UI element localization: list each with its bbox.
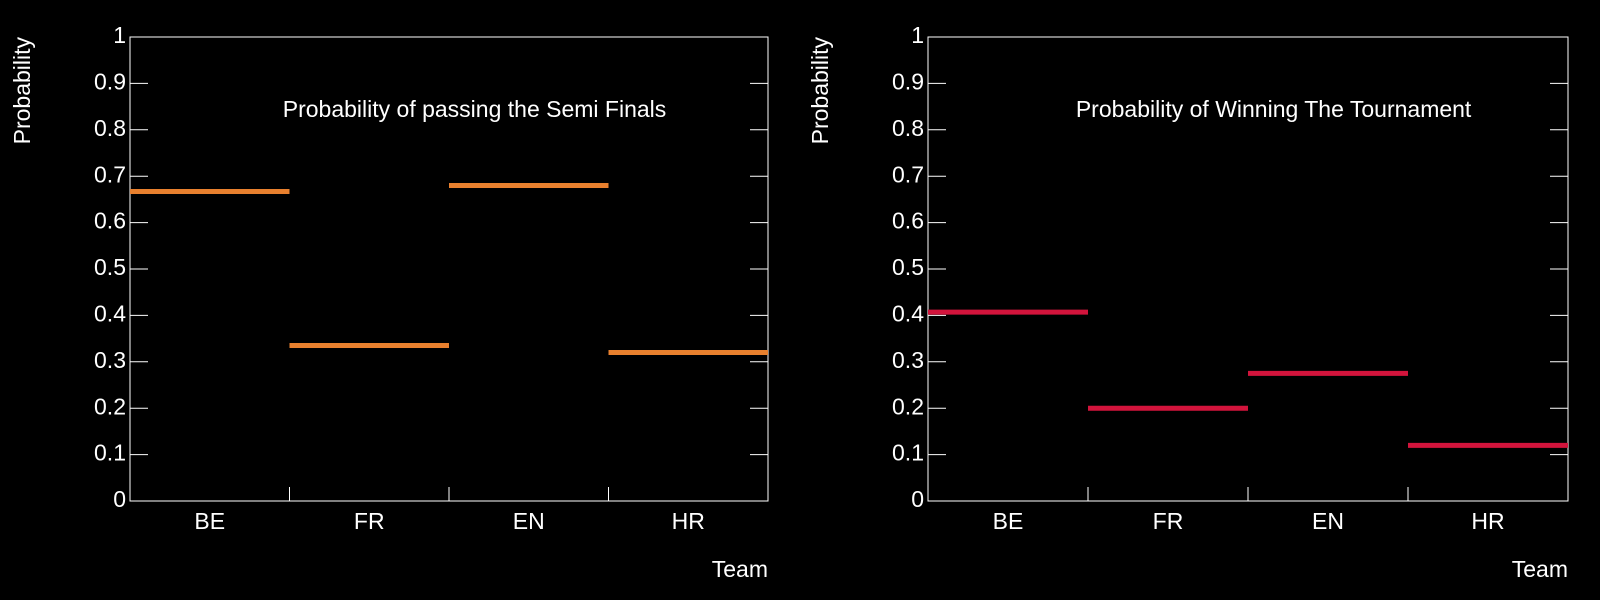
y-tick-label: 0.4 xyxy=(892,300,924,326)
y-axis-title: Probability xyxy=(9,37,35,145)
x-tick-label: FR xyxy=(1153,508,1184,534)
x-tick-label: FR xyxy=(354,508,385,534)
y-tick-label: 0.7 xyxy=(94,161,126,187)
y-tick-label: 0.1 xyxy=(94,440,126,466)
x-tick-label: EN xyxy=(513,508,545,534)
y-tick-label: 0.1 xyxy=(892,440,924,466)
y-tick-label: 0 xyxy=(911,486,924,512)
y-tick-label: 0.7 xyxy=(892,161,924,187)
y-tick-label: 0.5 xyxy=(892,254,924,280)
y-tick-label: 0 xyxy=(113,486,126,512)
y-tick-label: 1 xyxy=(113,22,126,48)
y-axis-title: Probability xyxy=(807,37,833,145)
x-tick-label: BE xyxy=(194,508,225,534)
y-tick-label: 0.4 xyxy=(94,300,126,326)
x-tick-label: BE xyxy=(993,508,1024,534)
x-axis-title: Team xyxy=(712,556,768,582)
x-tick-label: EN xyxy=(1312,508,1344,534)
chart-title: Probability of passing the Semi Finals xyxy=(283,96,667,122)
y-tick-label: 0.2 xyxy=(94,393,126,419)
y-tick-label: 0.3 xyxy=(892,347,924,373)
y-tick-label: 0.8 xyxy=(892,115,924,141)
y-tick-label: 0.6 xyxy=(94,208,126,234)
y-tick-label: 0.8 xyxy=(94,115,126,141)
chart-title: Probability of Winning The Tournament xyxy=(1076,96,1472,122)
y-tick-label: 0.3 xyxy=(94,347,126,373)
y-tick-label: 0.2 xyxy=(892,393,924,419)
y-tick-label: 1 xyxy=(911,22,924,48)
x-tick-label: HR xyxy=(1471,508,1504,534)
y-tick-label: 0.9 xyxy=(94,68,126,94)
y-tick-label: 0.9 xyxy=(892,68,924,94)
x-tick-label: HR xyxy=(672,508,705,534)
x-axis-title: Team xyxy=(1512,556,1568,582)
y-tick-label: 0.6 xyxy=(892,208,924,234)
y-tick-label: 0.5 xyxy=(94,254,126,280)
